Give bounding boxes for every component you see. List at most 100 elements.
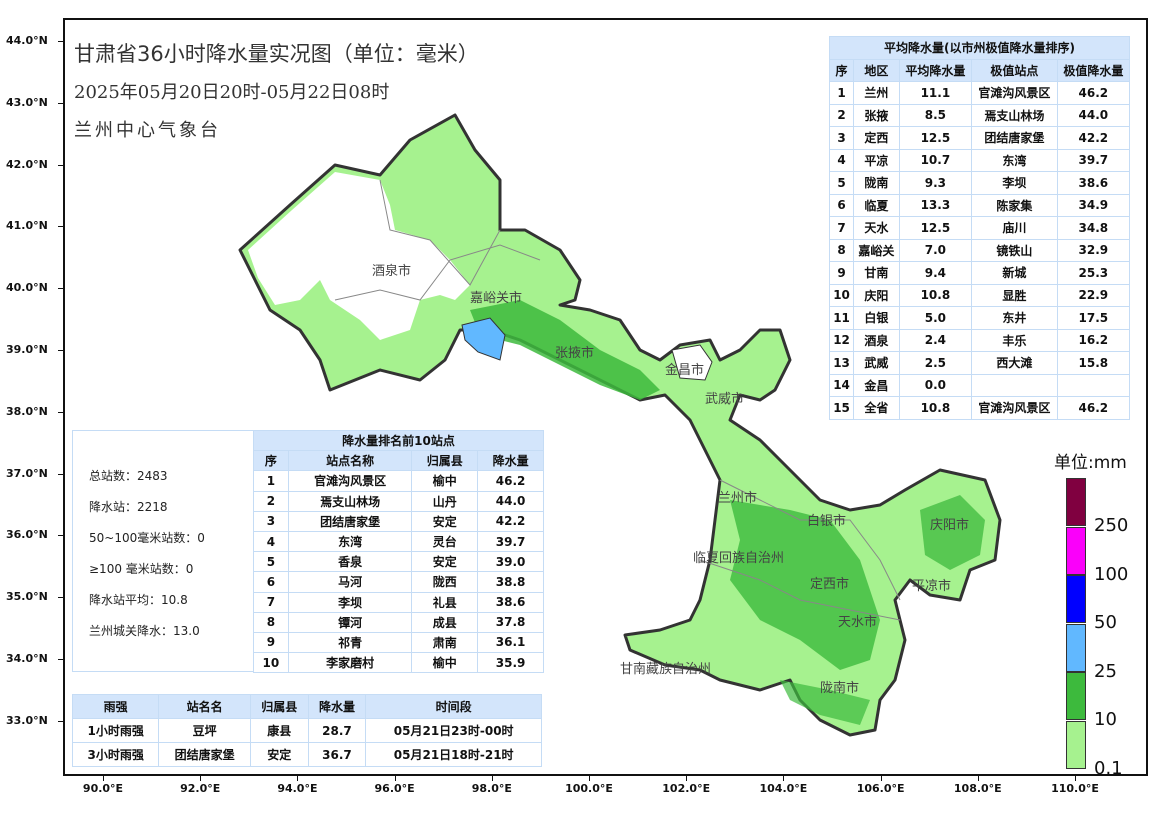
county-boundaries (699, 559, 901, 621)
table-cell: 团结唐家堡 (971, 126, 1058, 150)
map-frame (63, 18, 1148, 776)
col-header: 平均降水量 (898, 58, 973, 82)
city-label: 甘南藏族自治州 (620, 661, 711, 677)
table-cell: 马河 (287, 571, 413, 593)
table-cell: 10.8 (898, 283, 973, 307)
lon-tick-label: 102.0°E (662, 782, 711, 795)
lon-tick-label: 104.0°E (759, 782, 808, 795)
table-row: 1小时雨强 豆坪 康县 28.7 05月21日23时-00时 (71, 718, 542, 743)
table-cell: 5.0 (898, 306, 973, 330)
table-cell: 25.3 (1056, 261, 1131, 285)
table-cell: 镜铁山 (971, 238, 1058, 262)
table-row: 8 嘉峪关 7.0 镜铁山 32.9 (828, 238, 1131, 262)
col-header: 极值降水量 (1056, 58, 1131, 82)
table-cell: 康县 (249, 718, 309, 743)
legend-title: 单位:mm (1054, 453, 1127, 473)
table-cell: 张掖 (853, 103, 900, 127)
table-cell: 13.3 (898, 193, 973, 217)
time-range: 2025年05月20日20时-05月22日08时 (74, 82, 390, 103)
table-cell: 1小时雨强 (71, 718, 160, 743)
lat-tick-label: 35.0°N (6, 590, 48, 604)
table-row: 11 白银 5.0 东井 17.5 (828, 306, 1131, 330)
lat-tick-label: 39.0°N (6, 343, 48, 356)
table-cell: 金昌 (853, 373, 900, 397)
stat-50-100: 50~100毫米站数：0 (89, 531, 205, 545)
table-row: 3小时雨强 团结唐家堡 安定 36.7 05月21日18时-21时 (71, 742, 542, 767)
table-cell: 0.0 (898, 373, 973, 397)
table-cell: 3 (253, 510, 289, 532)
county-boundaries (334, 244, 541, 301)
lat-tick-mark (58, 535, 63, 537)
city-label: 金昌市 (665, 362, 704, 378)
table-row: 6 马河 陇西 38.8 (253, 571, 544, 593)
table-row: 1 官滩沟风景区 榆中 46.2 (253, 470, 544, 492)
table-cell: 榆中 (411, 470, 479, 492)
table-cell: 东湾 (971, 148, 1058, 172)
table-cell: 5 (828, 171, 855, 195)
city-label: 临夏回族自治州 (693, 550, 784, 566)
county-boundaries (379, 179, 501, 286)
lat-tick-mark (58, 473, 63, 475)
table-cell: 灵台 (411, 530, 479, 553)
table-cell: 7 (253, 591, 289, 613)
lat-tick-label: 34.0°N (6, 652, 48, 665)
table-row: 12 酒泉 2.4 丰乐 16.2 (828, 328, 1131, 352)
table-row: 6 临夏 13.3 陈家集 34.9 (828, 193, 1131, 217)
lat-tick-label: 38.0°N (6, 404, 48, 418)
table-title: 降水量排名前10站点 (253, 429, 544, 452)
table-cell: 团结唐家堡 (287, 510, 413, 532)
table-cell: 39.7 (477, 530, 544, 553)
table-cell: 安定 (411, 551, 479, 573)
col-header: 归属县 (249, 694, 309, 719)
city-label: 陇南市 (820, 680, 859, 696)
table-cell: 甘南 (853, 261, 900, 285)
table-cell: 显胜 (971, 283, 1058, 307)
rain-10mm-area (780, 680, 870, 725)
table-cell: 05月21日18时-21时 (365, 742, 542, 767)
table-cell: 白银 (853, 306, 900, 330)
table-cell: 肃南 (411, 631, 479, 654)
no-rain-area (248, 172, 470, 340)
table-cell: 10 (828, 283, 855, 307)
table-row: 8 镡河 成县 37.8 (253, 611, 544, 633)
lat-tick-mark (58, 720, 63, 722)
city-label: 张掖市 (555, 345, 594, 361)
col-header: 序 (253, 450, 289, 472)
table-cell: 豆坪 (158, 718, 251, 743)
lat-tick-mark (58, 411, 63, 413)
lat-tick-mark (58, 41, 63, 42)
lon-tick-label: 98.0°E (471, 782, 512, 795)
col-header: 站名名 (158, 694, 251, 719)
rain-10mm-area (730, 500, 880, 670)
table-cell: 庆阳 (853, 283, 900, 307)
table-cell: 焉支山林场 (287, 490, 413, 512)
table-cell: 定西 (853, 126, 900, 150)
lat-tick-label: 41.0°N (6, 219, 48, 233)
rain-10mm-area (470, 300, 660, 400)
col-header: 极值站点 (971, 58, 1058, 82)
rain-25mm-area (461, 317, 506, 361)
lon-tick-mark (1075, 776, 1076, 781)
lon-tick-mark (297, 776, 299, 781)
table-cell: 46.2 (1056, 81, 1131, 105)
legend-swatch (1066, 720, 1086, 769)
table-cell: 镡河 (287, 611, 413, 633)
col-header: 归属县 (411, 450, 479, 472)
legend-swatch (1066, 623, 1086, 672)
lon-tick-mark (589, 776, 590, 781)
table-cell: 16.2 (1056, 328, 1131, 352)
table-cell: 34.9 (1056, 193, 1131, 217)
lon-tick-label: 90.0°E (82, 782, 124, 795)
table-row: 3 定西 12.5 团结唐家堡 42.2 (828, 126, 1131, 150)
table-cell: 10.8 (898, 396, 973, 420)
stat-average: 降水站平均：10.8 (89, 593, 188, 607)
city-label: 酒泉市 (372, 263, 411, 279)
lat-tick-mark (58, 597, 63, 599)
col-header: 时间段 (365, 694, 542, 719)
table-cell: 2.5 (898, 351, 973, 375)
lat-tick-mark (58, 226, 63, 228)
table-cell: 2 (253, 490, 289, 512)
col-header: 序 (828, 58, 855, 82)
table-cell: 祁青 (287, 631, 413, 654)
table-cell: 官滩沟风景区 (971, 81, 1058, 105)
